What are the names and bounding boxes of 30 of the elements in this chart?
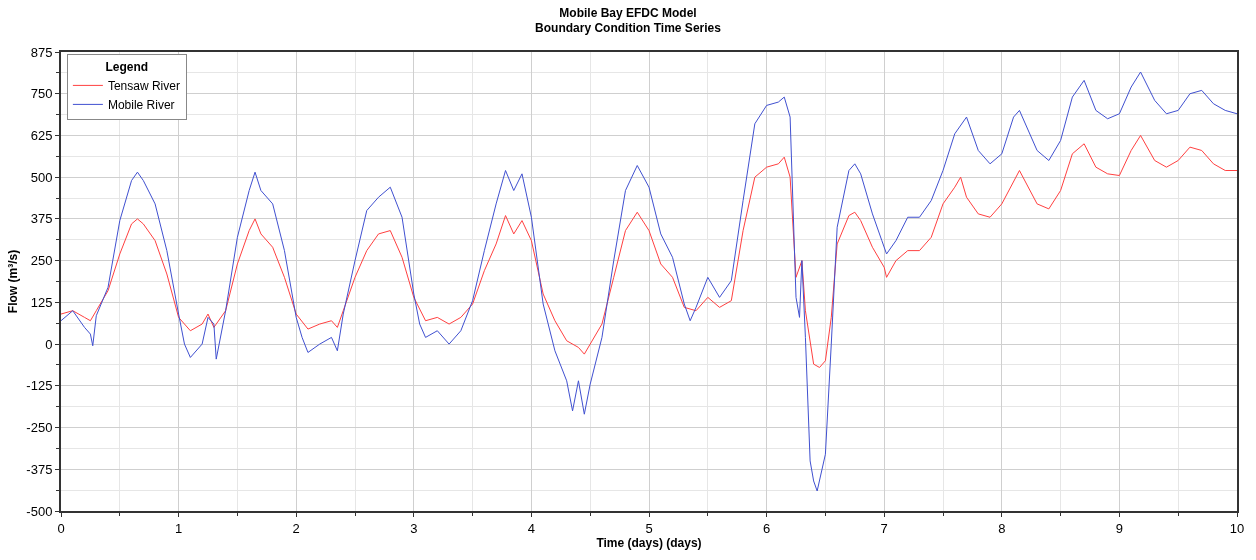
y-tick-label: -250 bbox=[26, 420, 53, 436]
x-tick-label: 5 bbox=[645, 520, 653, 536]
x-tick-label: 6 bbox=[762, 520, 771, 536]
y-tick-label: 0 bbox=[45, 336, 53, 352]
x-tick-label: 0 bbox=[57, 520, 65, 536]
y-tick-label: 250 bbox=[30, 253, 53, 269]
y-tick-label: 750 bbox=[30, 86, 53, 102]
y-tick-label: 625 bbox=[30, 128, 53, 143]
y-tick-label: 125 bbox=[30, 294, 53, 310]
legend-label: Tensaw River bbox=[107, 79, 180, 94]
x-tick-label: 2 bbox=[292, 520, 300, 536]
x-axis-title: Time (days) (days) bbox=[596, 536, 702, 550]
y-tick-label: -500 bbox=[26, 503, 53, 519]
legend-title: Legend bbox=[105, 59, 149, 74]
x-tick-label: 1 bbox=[174, 520, 183, 536]
y-tick-label: 875 bbox=[30, 44, 53, 60]
x-tick-label: 7 bbox=[880, 520, 888, 536]
y-tick-label: -125 bbox=[26, 378, 53, 394]
x-tick-label: 10 bbox=[1229, 520, 1245, 536]
x-tick-label: 4 bbox=[527, 520, 536, 536]
chart-title: Mobile Bay EFDC Model Boundary Condition Time Series bbox=[535, 5, 722, 36]
y-axis-title: Flow (m³/s) bbox=[6, 249, 21, 314]
x-tick-label: 8 bbox=[998, 520, 1006, 536]
x-tick-label: 9 bbox=[1115, 520, 1124, 536]
x-tick-label: 3 bbox=[410, 520, 418, 536]
y-tick-label: -375 bbox=[26, 461, 53, 477]
legend-label: Mobile River bbox=[107, 98, 175, 113]
y-tick-label: 500 bbox=[30, 169, 53, 185]
y-tick-label: 375 bbox=[30, 211, 53, 227]
line-series bbox=[61, 134, 1237, 368]
